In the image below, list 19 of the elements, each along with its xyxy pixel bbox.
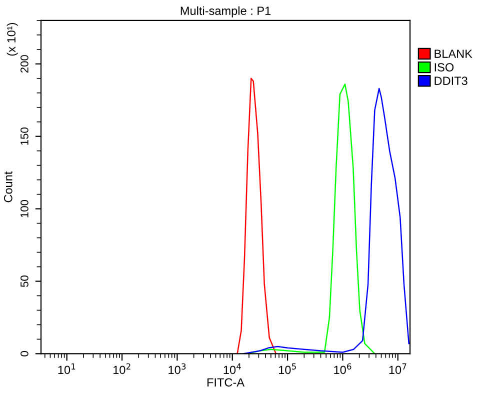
y-tick-label: 50 [20,276,28,287]
legend-label: BLANK [434,50,472,58]
x-tick-label: 10$^{2}$ [113,363,130,374]
y-axis-title: Count [4,171,12,202]
x-tick-label: 10$^{1}$ [58,363,76,374]
x-tick-label: 10$^{4}$ [224,363,241,374]
chart-title: Multi-sample : P1 [180,6,271,18]
x-tick-label: 10$^{3}$ [168,363,186,374]
x-tick-label: 10$^{6}$ [334,363,352,374]
y-tick-label: 150 [20,128,28,145]
y-tick-label: 100 [20,200,28,218]
y-tick-label: 0 [20,351,28,356]
x-tick-label: 10$^{7}$ [389,363,406,374]
legend-label: DDIT3 [434,76,468,86]
x-axis-title: FITC-A [207,378,245,387]
y-tick-label: 200 [20,55,28,73]
x-tick-label: 10$^{5}$ [278,363,296,374]
text: (x 10¹) [6,22,18,56]
legend-label: ISO [434,63,454,72]
